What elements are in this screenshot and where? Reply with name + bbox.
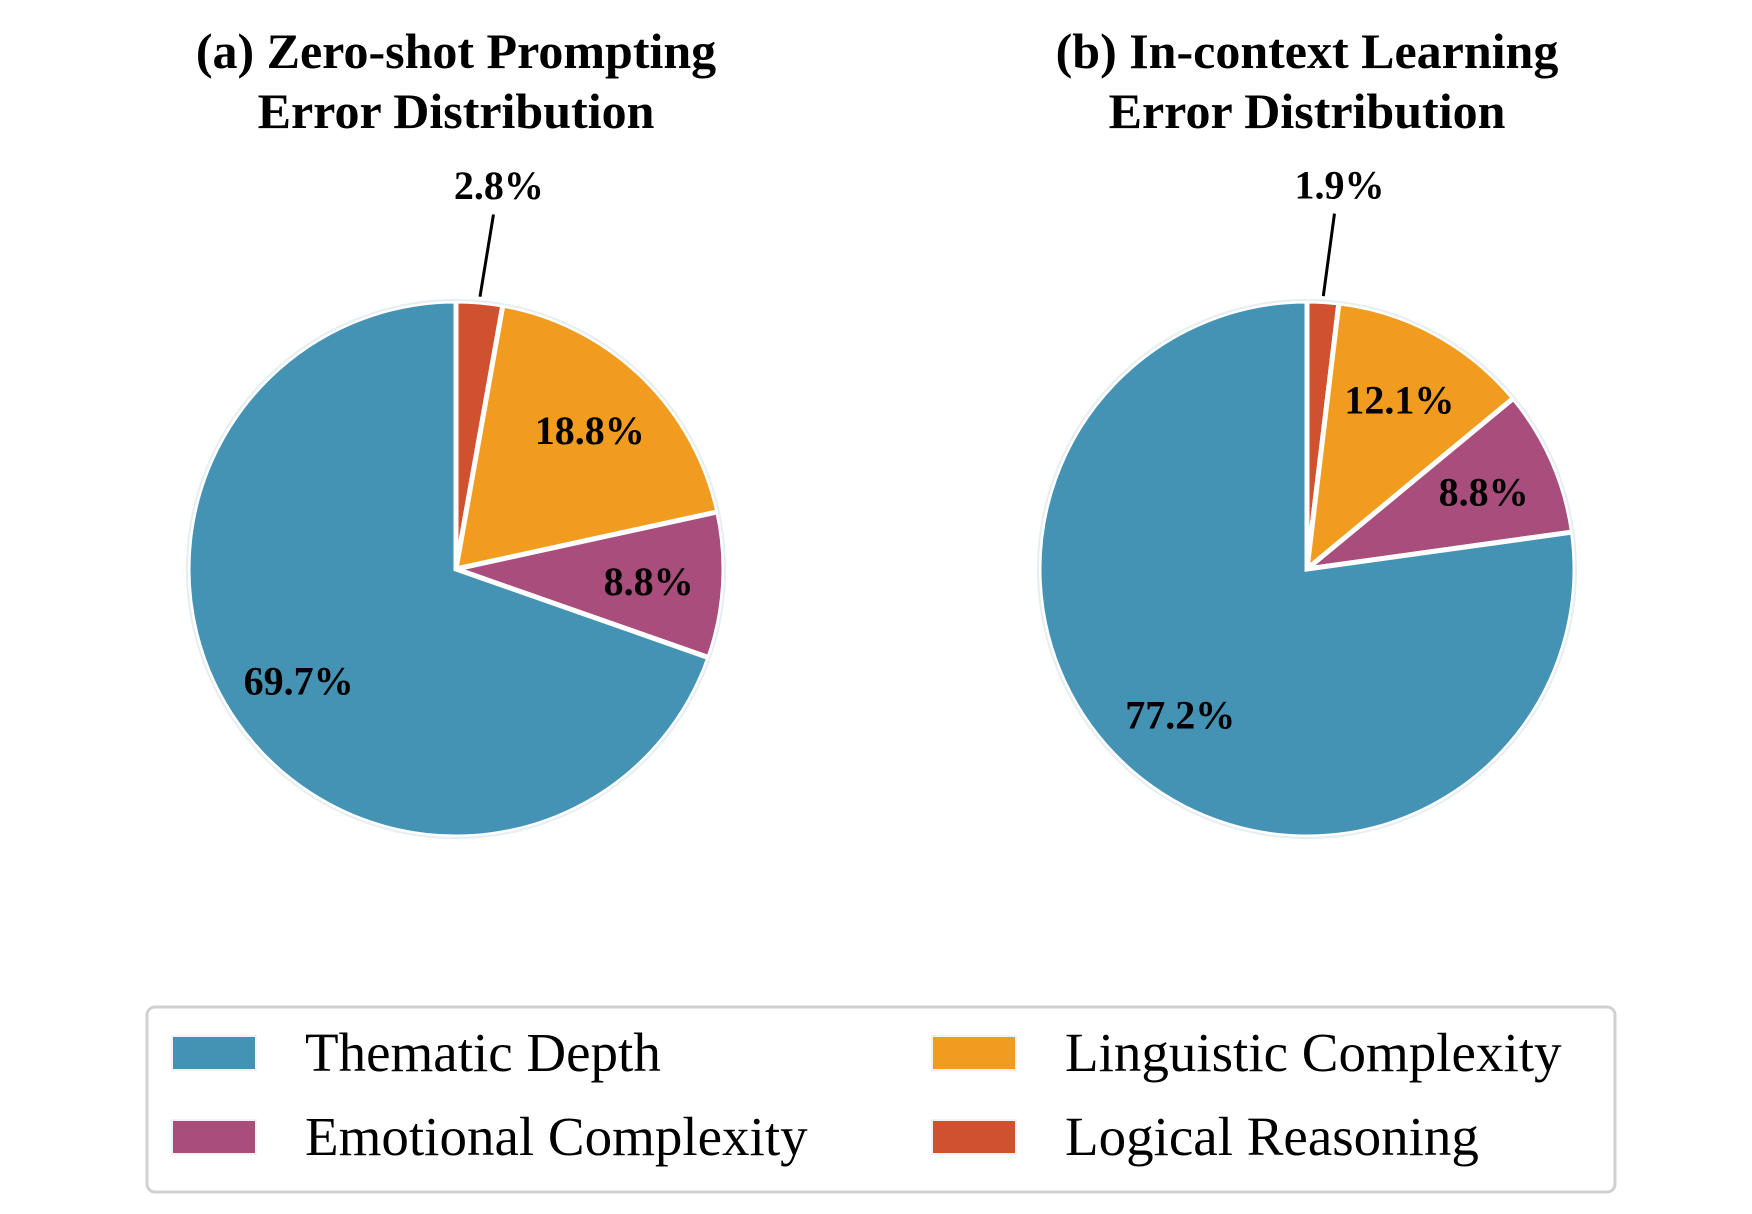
chart-title-line-1: (a) Zero-shot Prompting [196,23,716,79]
chart-title-line-2: Error Distribution [1109,83,1506,139]
pie-slice-thematic-depth [1036,298,1578,840]
pie-label-thematic-depth: 77.2% [1125,693,1235,738]
legend-label-thematic-depth: Thematic Depth [305,1022,661,1083]
pie-label-thematic-depth: 69.7% [244,659,354,704]
pie-label-logical-reasoning: 2.8% [454,163,544,208]
legend-swatch-logical-reasoning [931,1119,1017,1155]
legend-swatch-linguistic-complexity [931,1035,1017,1071]
legend-swatch-thematic-depth [171,1035,257,1071]
legend: Thematic Depth Linguistic Complexity Emo… [145,1005,1617,1194]
pie-leader-line-logical-reasoning [1321,213,1336,297]
pie-slice-linguistic-complexity [1303,300,1518,575]
pie-slice-thematic-depth [185,298,713,840]
legend-swatch-emotional-complexity [171,1119,257,1155]
legend-label-linguistic-complexity: Linguistic Complexity [1065,1022,1562,1083]
pie-slice-emotional-complexity [1298,394,1576,573]
chart-title-line-2: Error Distribution [258,83,655,139]
legend-label-emotional-complexity: Emotional Complexity [305,1106,808,1167]
pie-chart-zero-shot: (a) Zero-shot Prompting Error Distributi… [185,23,727,840]
pie-outline [186,299,726,839]
legend-label-logical-reasoning: Logical Reasoning [1065,1106,1479,1167]
pie-label-linguistic-complexity: 12.1% [1344,378,1454,423]
pie-label-linguistic-complexity: 18.8% [535,408,645,453]
pie-chart-in-context: (b) In-context Learning Error Distributi… [1036,23,1578,840]
chart-title-line-1: (b) In-context Learning [1056,23,1559,79]
legend-frame [145,1005,1617,1194]
pie-outline [1037,299,1577,839]
pie-label-emotional-complexity: 8.8% [604,559,694,604]
pie-label-emotional-complexity: 8.8% [1439,469,1529,514]
pie-slice-emotional-complexity [446,508,727,661]
pie-leader-line-logical-reasoning [478,214,495,297]
pie-slice-linguistic-complexity [452,302,721,573]
pie-label-logical-reasoning: 1.9% [1295,162,1385,207]
